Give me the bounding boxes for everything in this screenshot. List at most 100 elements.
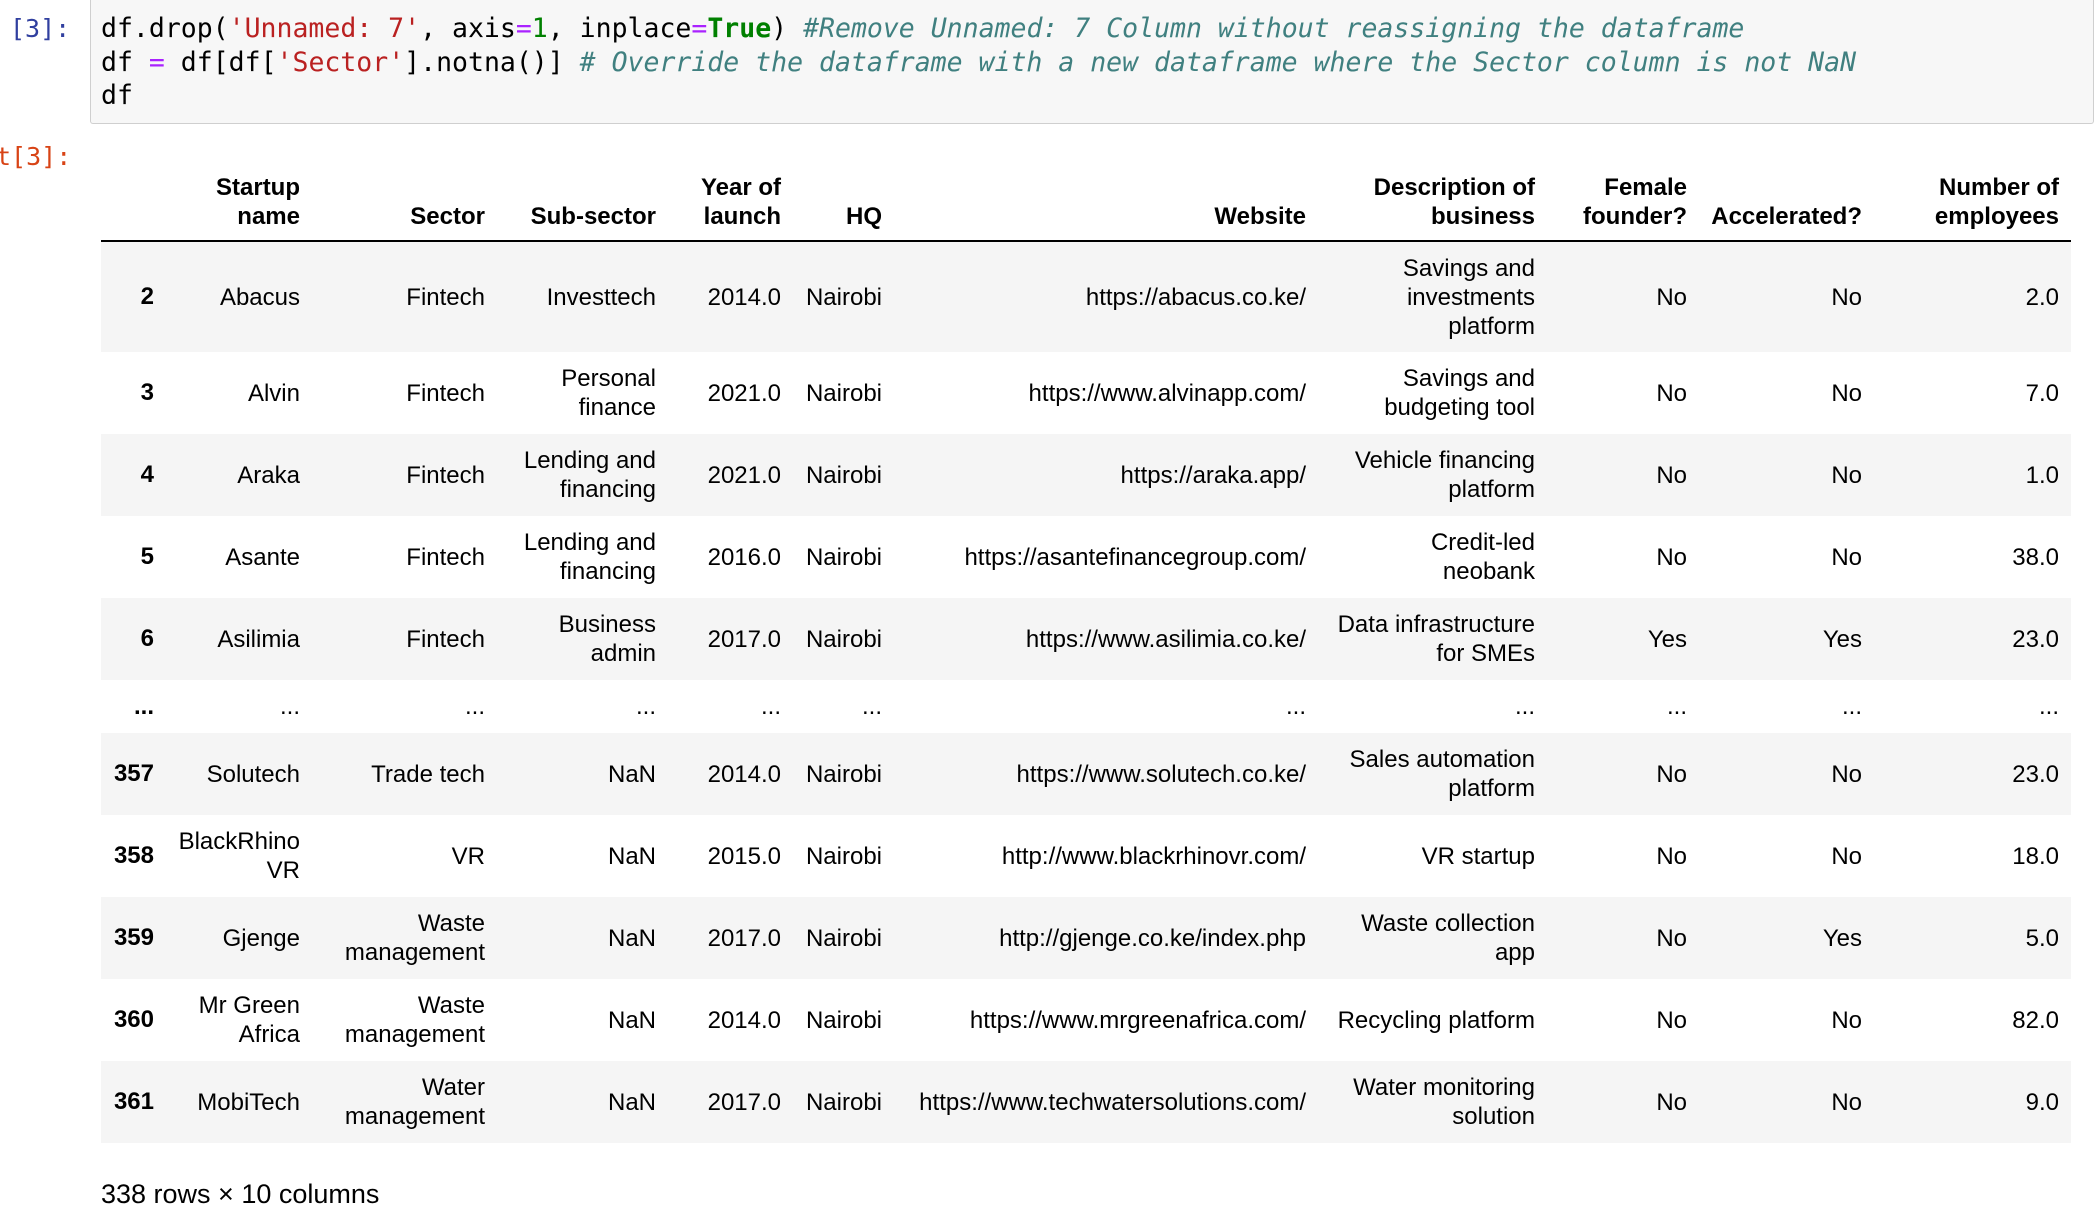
table-cell: No <box>1831 283 1862 311</box>
table-cell: Asante <box>225 543 300 571</box>
table-cell: ... <box>861 693 882 720</box>
code-line-2: df = df[df['Sector'].notna()] # Override… <box>101 46 1857 78</box>
table-cell: Waste management <box>344 910 485 966</box>
table-cell: 2021.0 <box>707 379 781 407</box>
table-cell: Abacus <box>219 283 300 311</box>
table-cell: NaN <box>607 1006 656 1034</box>
table-cell: Recycling platform <box>1337 1006 1535 1034</box>
table-cell: Data infrastructure for SMEs <box>1337 611 1535 667</box>
table-cell: https://www.mrgreenafrica.com/ <box>969 1006 1306 1034</box>
table-cell: https://www.alvinapp.com/ <box>1028 379 1306 407</box>
dataframe-table: Startup name Sector Sub-sector Year of launch… <box>101 160 2071 1143</box>
table-cell: http://www.blackrhinovr.com/ <box>1001 842 1306 870</box>
table-cell: VR <box>451 842 485 870</box>
table-cell: Fintech <box>406 283 485 311</box>
table-row: 357 Solutech Trade tech NaN 2014.0 Nairobi htt… <box>101 733 2071 815</box>
table-cell: Solutech <box>206 760 300 788</box>
table-cell: 5.0 <box>2025 924 2059 952</box>
table-cell: https://www.asilimia.co.ke/ <box>1025 625 1306 653</box>
table-cell: No <box>1831 379 1862 407</box>
table-cell: https://araka.app/ <box>1120 461 1306 489</box>
table-cell: Nairobi <box>805 625 882 653</box>
table-cell: No <box>1831 842 1862 870</box>
table-cell: No <box>1831 1088 1862 1116</box>
table-cell: Nairobi <box>805 924 882 952</box>
table-cell: 2017.0 <box>707 924 781 952</box>
table-cell: 2017.0 <box>707 1088 781 1116</box>
table-cell: 82.0 <box>2012 1006 2059 1034</box>
table-cell: Sales automation platform <box>1349 746 1535 802</box>
table-cell: Credit-led neobank <box>1430 529 1535 585</box>
table-cell: No <box>1656 461 1687 489</box>
table-cell: Araka <box>237 461 300 489</box>
column-header: Startup name <box>166 160 312 242</box>
table-cell: Fintech <box>406 379 485 407</box>
row-index: 2 <box>140 283 154 310</box>
table-cell: Personal finance <box>561 365 656 421</box>
table-cell: No <box>1831 760 1862 788</box>
table-cell: Alvin <box>247 379 300 407</box>
input-prompt: [3]: <box>10 14 71 43</box>
table-cell: Savings and budgeting tool <box>1384 365 1535 421</box>
table-cell: Trade tech <box>371 760 485 788</box>
table-cell: 7.0 <box>2025 379 2059 407</box>
table-cell: 1.0 <box>2025 461 2059 489</box>
table-cell: 2014.0 <box>707 283 781 311</box>
table-cell: ... <box>1514 693 1535 720</box>
table-cell: 38.0 <box>2012 543 2059 571</box>
table-cell: No <box>1656 1006 1687 1034</box>
row-index: 4 <box>140 461 154 488</box>
table-row: 6 Asilimia Fintech Business admin 2017.0 Nairo… <box>101 598 2071 680</box>
table-cell: Mr Green Africa <box>198 992 300 1048</box>
table-cell: http://gjenge.co.ke/index.php <box>999 924 1306 952</box>
index-header <box>101 160 166 242</box>
table-cell: No <box>1656 1088 1687 1116</box>
table-cell: NaN <box>607 842 656 870</box>
table-row: 359 Gjenge Waste management NaN 2017.0 Nairobi… <box>101 897 2071 979</box>
table-cell: ... <box>279 693 300 720</box>
table-cell: Nairobi <box>805 543 882 571</box>
table-cell: Savings and investments platform <box>1402 254 1535 340</box>
code-cell-editor[interactable]: df.drop('Unnamed: 7', axis=1, inplace=Tr… <box>90 0 2094 124</box>
column-header: Website <box>894 160 1318 242</box>
code-line-3: df <box>101 80 133 111</box>
table-cell: https://abacus.co.ke/ <box>1085 283 1306 311</box>
table-cell: ... <box>1285 693 1306 720</box>
table-cell: Investtech <box>546 283 656 311</box>
row-index: 359 <box>113 924 154 951</box>
table-row: 2 Abacus Fintech Investtech 2014.0 Nairobi htt… <box>101 241 2071 352</box>
table-cell: BlackRhino VR <box>178 828 300 884</box>
table-row: 5 Asante Fintech Lending and financing 2016.0… <box>101 516 2071 598</box>
table-cell: 2014.0 <box>707 760 781 788</box>
table-cell: Business admin <box>558 611 656 667</box>
table-cell: NaN <box>607 924 656 952</box>
table-cell: Waste collection app <box>1361 910 1535 966</box>
table-cell: ... <box>1666 693 1687 720</box>
column-header: HQ <box>793 160 894 242</box>
table-cell: No <box>1656 543 1687 571</box>
table-cell: Yes <box>1822 924 1862 952</box>
table-cell: Nairobi <box>805 842 882 870</box>
table-cell: VR startup <box>1421 842 1535 870</box>
column-header: Number of employees <box>1874 160 2071 242</box>
table-cell: ... <box>2038 693 2059 720</box>
row-index: 360 <box>113 1006 154 1033</box>
table-row: 358 BlackRhino VR VR NaN 2015.0 Nairobi http://… <box>101 815 2071 897</box>
table-cell: No <box>1656 842 1687 870</box>
table-cell: NaN <box>607 760 656 788</box>
table-cell: Nairobi <box>805 461 882 489</box>
table-cell: https://www.techwatersolutions.com/ <box>919 1088 1306 1116</box>
output-prompt: t[3]: <box>0 142 72 171</box>
table-cell: ... <box>635 693 656 720</box>
table-cell: https://asantefinancegroup.com/ <box>964 543 1306 571</box>
table-cell: Lending and financing <box>523 447 656 503</box>
table-cell: 23.0 <box>2012 625 2059 653</box>
table-cell: MobiTech <box>197 1088 300 1116</box>
table-row: ................................. <box>101 680 2071 733</box>
table-cell: Water monitoring solution <box>1353 1074 1535 1130</box>
table-cell: 2014.0 <box>707 1006 781 1034</box>
cell-output: Startup name Sector Sub-sector Year of launch… <box>101 160 2071 1143</box>
table-cell: No <box>1831 461 1862 489</box>
column-header: Sector <box>312 160 497 242</box>
row-index: 357 <box>113 760 154 787</box>
